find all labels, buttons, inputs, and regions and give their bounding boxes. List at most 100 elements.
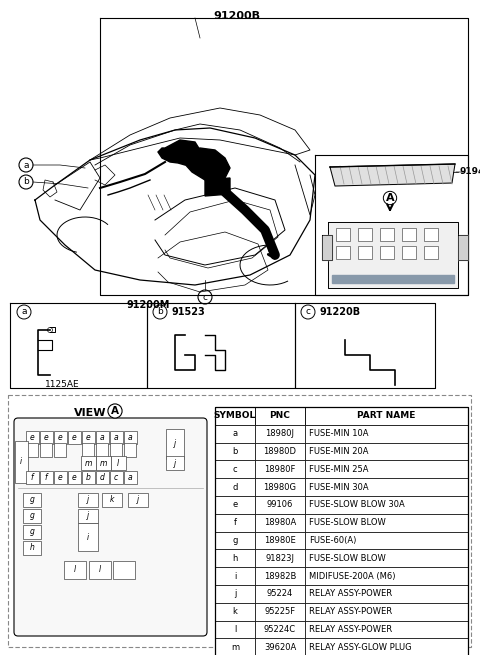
- Bar: [215, 425, 255, 443]
- Text: FUSE-SLOW BLOW: FUSE-SLOW BLOW: [309, 553, 386, 563]
- Text: 91200B: 91200B: [214, 11, 261, 21]
- Bar: [96, 456, 110, 470]
- Text: PART NAME: PART NAME: [357, 411, 416, 421]
- Text: b: b: [23, 178, 29, 187]
- Bar: [215, 443, 255, 460]
- Text: a: a: [21, 307, 27, 316]
- Bar: [380, 246, 394, 259]
- Bar: [215, 514, 255, 532]
- Bar: [305, 639, 468, 655]
- Bar: [89, 561, 111, 579]
- Bar: [255, 478, 305, 496]
- Bar: [14, 441, 27, 483]
- Text: l: l: [99, 565, 101, 574]
- Text: RELAY ASSY-POWER: RELAY ASSY-POWER: [309, 607, 392, 616]
- Bar: [358, 228, 372, 241]
- Bar: [53, 470, 67, 483]
- Bar: [215, 407, 255, 425]
- Polygon shape: [205, 178, 230, 196]
- FancyBboxPatch shape: [14, 418, 207, 636]
- Bar: [215, 620, 255, 639]
- Bar: [215, 567, 255, 585]
- Bar: [110, 456, 125, 470]
- Bar: [305, 532, 468, 550]
- Text: g: g: [30, 512, 35, 521]
- Text: l: l: [74, 565, 76, 574]
- Text: e: e: [44, 432, 48, 441]
- Text: i: i: [87, 533, 89, 542]
- Text: MIDIFUSE-200A (M6): MIDIFUSE-200A (M6): [309, 572, 396, 580]
- Bar: [78, 509, 98, 523]
- Text: f: f: [31, 472, 33, 481]
- Text: 91200M: 91200M: [126, 300, 170, 310]
- Bar: [255, 585, 305, 603]
- Bar: [402, 246, 416, 259]
- Text: 18980E: 18980E: [264, 536, 296, 545]
- Bar: [215, 460, 255, 478]
- Bar: [215, 639, 255, 655]
- Text: FUSE-SLOW BLOW 30A: FUSE-SLOW BLOW 30A: [309, 500, 405, 510]
- Text: m: m: [84, 458, 92, 468]
- Text: l: l: [117, 458, 119, 468]
- Text: RELAY ASSY-GLOW PLUG: RELAY ASSY-GLOW PLUG: [309, 643, 412, 652]
- Bar: [166, 429, 184, 459]
- Text: f: f: [233, 518, 237, 527]
- Bar: [305, 407, 468, 425]
- Bar: [305, 567, 468, 585]
- Bar: [109, 470, 122, 483]
- Bar: [215, 532, 255, 550]
- Bar: [123, 470, 136, 483]
- Text: j: j: [174, 458, 176, 468]
- Text: d: d: [99, 472, 105, 481]
- Text: b: b: [157, 307, 163, 316]
- Bar: [78, 493, 98, 507]
- Text: a: a: [100, 432, 104, 441]
- Bar: [305, 550, 468, 567]
- Bar: [305, 460, 468, 478]
- Bar: [305, 425, 468, 443]
- Bar: [255, 567, 305, 585]
- Bar: [305, 514, 468, 532]
- Text: A: A: [111, 406, 119, 416]
- Bar: [68, 470, 81, 483]
- Text: e: e: [72, 432, 76, 441]
- Bar: [110, 443, 122, 457]
- Text: a: a: [23, 160, 29, 170]
- Polygon shape: [330, 164, 455, 186]
- Text: 95225F: 95225F: [264, 607, 296, 616]
- Bar: [124, 443, 136, 457]
- Bar: [305, 496, 468, 514]
- Polygon shape: [183, 148, 230, 182]
- Bar: [380, 228, 394, 241]
- Bar: [40, 443, 52, 457]
- Text: 95224: 95224: [267, 590, 293, 599]
- Text: VIEW: VIEW: [74, 408, 106, 418]
- Bar: [255, 639, 305, 655]
- Bar: [78, 523, 98, 551]
- Bar: [23, 509, 41, 523]
- Bar: [68, 430, 81, 443]
- Text: SYMBOL: SYMBOL: [214, 411, 256, 421]
- Polygon shape: [158, 140, 200, 165]
- Text: 91220B: 91220B: [320, 307, 361, 317]
- Polygon shape: [332, 275, 454, 283]
- Bar: [39, 430, 52, 443]
- Text: j: j: [87, 512, 89, 521]
- Text: f: f: [45, 472, 48, 481]
- Text: 18980J: 18980J: [265, 429, 295, 438]
- Text: e: e: [72, 472, 76, 481]
- Text: 1125AE: 1125AE: [45, 380, 80, 389]
- Bar: [128, 493, 148, 507]
- Bar: [402, 228, 416, 241]
- Bar: [336, 246, 350, 259]
- Polygon shape: [458, 235, 468, 260]
- Bar: [255, 532, 305, 550]
- Bar: [305, 478, 468, 496]
- Text: RELAY ASSY-POWER: RELAY ASSY-POWER: [309, 590, 392, 599]
- Text: RELAY ASSY-POWER: RELAY ASSY-POWER: [309, 625, 392, 634]
- Bar: [25, 430, 38, 443]
- Bar: [336, 228, 350, 241]
- Bar: [23, 541, 41, 555]
- Bar: [23, 525, 41, 539]
- Bar: [215, 478, 255, 496]
